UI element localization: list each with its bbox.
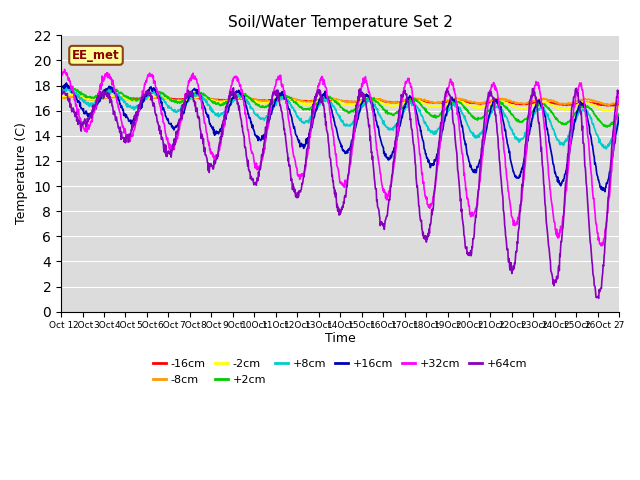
Line: +64cm: +64cm [61,88,620,299]
+8cm [579,107,586,112]
+2cm [279,92,287,98]
+2cm [57,89,65,95]
+2cm [522,116,530,122]
+32cm [57,69,65,74]
-8cm [579,97,586,103]
+16cm [522,150,530,156]
+32cm [598,243,605,249]
+8cm [279,94,287,100]
+32cm [537,95,545,100]
-16cm [366,97,374,103]
-2cm [421,100,429,106]
+16cm [579,101,586,107]
Y-axis label: Temperature (C): Temperature (C) [15,122,28,225]
-2cm [279,96,287,101]
-8cm [522,100,530,106]
-16cm [57,94,65,99]
+32cm [279,84,287,90]
-8cm [57,95,65,101]
-8cm [279,95,287,101]
+2cm [366,95,374,100]
+2cm [537,102,545,108]
+8cm [522,130,530,135]
-16cm [68,93,76,99]
+16cm [537,102,545,108]
+16cm [279,92,287,98]
+32cm [579,87,586,93]
-16cm [522,102,530,108]
+8cm [57,90,65,96]
Line: +32cm: +32cm [61,69,620,246]
X-axis label: Time: Time [324,332,356,345]
+2cm [65,84,72,90]
+32cm [421,193,429,199]
+16cm [57,87,65,93]
-16cm [421,99,429,105]
+16cm [63,80,70,86]
-2cm [366,97,374,103]
+8cm [537,104,545,110]
+32cm [61,66,68,72]
Line: +2cm: +2cm [61,87,620,127]
+16cm [616,114,623,120]
+16cm [601,189,609,194]
-2cm [579,100,586,106]
-16cm [616,102,623,108]
+8cm [63,84,71,90]
Line: -16cm: -16cm [61,96,620,106]
Line: -8cm: -8cm [61,96,620,105]
+64cm [595,296,602,301]
-8cm [616,98,623,104]
+64cm [279,117,287,122]
+16cm [366,97,374,103]
+2cm [616,111,623,117]
+8cm [366,98,374,104]
-2cm [69,92,77,97]
+64cm [537,148,545,154]
-2cm [605,108,613,114]
+64cm [421,233,429,239]
+8cm [602,146,610,152]
-16cm [537,99,545,105]
+64cm [522,133,530,139]
Line: +16cm: +16cm [61,83,620,192]
-8cm [366,95,374,101]
+64cm [579,123,586,129]
-2cm [57,94,65,99]
-16cm [602,103,610,108]
+8cm [421,119,429,125]
Legend: -16cm, -8cm, -2cm, +2cm, +8cm, +16cm, +32cm, +64cm: -16cm, -8cm, -2cm, +2cm, +8cm, +16cm, +3… [148,355,532,389]
+64cm [57,86,65,92]
+64cm [616,90,623,96]
+2cm [421,106,429,111]
+32cm [366,92,374,98]
+2cm [604,124,611,130]
+8cm [616,119,623,124]
+32cm [522,151,530,156]
-16cm [579,100,586,106]
Title: Soil/Water Temperature Set 2: Soil/Water Temperature Set 2 [228,15,452,30]
+32cm [616,90,623,96]
-8cm [537,96,545,102]
-8cm [421,97,429,103]
-16cm [279,96,287,102]
-8cm [605,102,613,108]
-8cm [66,93,74,99]
+2cm [579,102,586,108]
Line: -2cm: -2cm [61,95,620,111]
-2cm [616,104,623,110]
Line: +8cm: +8cm [61,87,620,149]
-2cm [522,106,530,111]
+64cm [230,85,237,91]
-2cm [537,99,545,105]
+64cm [366,138,374,144]
+16cm [421,147,429,153]
Text: EE_met: EE_met [72,49,120,62]
